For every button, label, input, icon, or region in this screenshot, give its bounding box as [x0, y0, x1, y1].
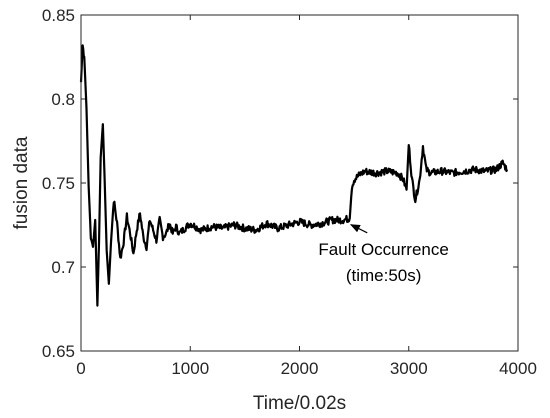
- y-tick-label: 0.65: [42, 342, 75, 361]
- x-tick-label: 1000: [171, 359, 209, 378]
- x-tick-label: 2000: [281, 359, 319, 378]
- series-line-fusion-data: [79, 44, 509, 307]
- y-axis-title: fusion data: [11, 136, 32, 229]
- x-tick-label: 0: [76, 359, 85, 378]
- x-tick-label: 3000: [390, 359, 428, 378]
- plot-area: [81, 15, 518, 351]
- x-tick-label: 4000: [499, 359, 537, 378]
- annotation-label-line2: (time:50s): [346, 266, 422, 285]
- annotation-arrow: [349, 224, 368, 234]
- y-tick-label: 0.85: [42, 6, 75, 25]
- axis-tick-labels: 0 1000 2000 3000 4000 0.65 0.7 0.75 0.8 0.85: [42, 6, 537, 378]
- x-axis-title: Time/0.02s: [253, 393, 346, 414]
- y-tick-label: 0.7: [51, 258, 75, 277]
- y-tick-label: 0.8: [51, 90, 75, 109]
- annotation-label-line1: Fault Occurrence: [318, 240, 448, 259]
- plot-frame: [80, 14, 519, 352]
- fault-annotation: Fault Occurrence (time:50s): [318, 224, 449, 285]
- y-tick-label: 0.75: [42, 174, 75, 193]
